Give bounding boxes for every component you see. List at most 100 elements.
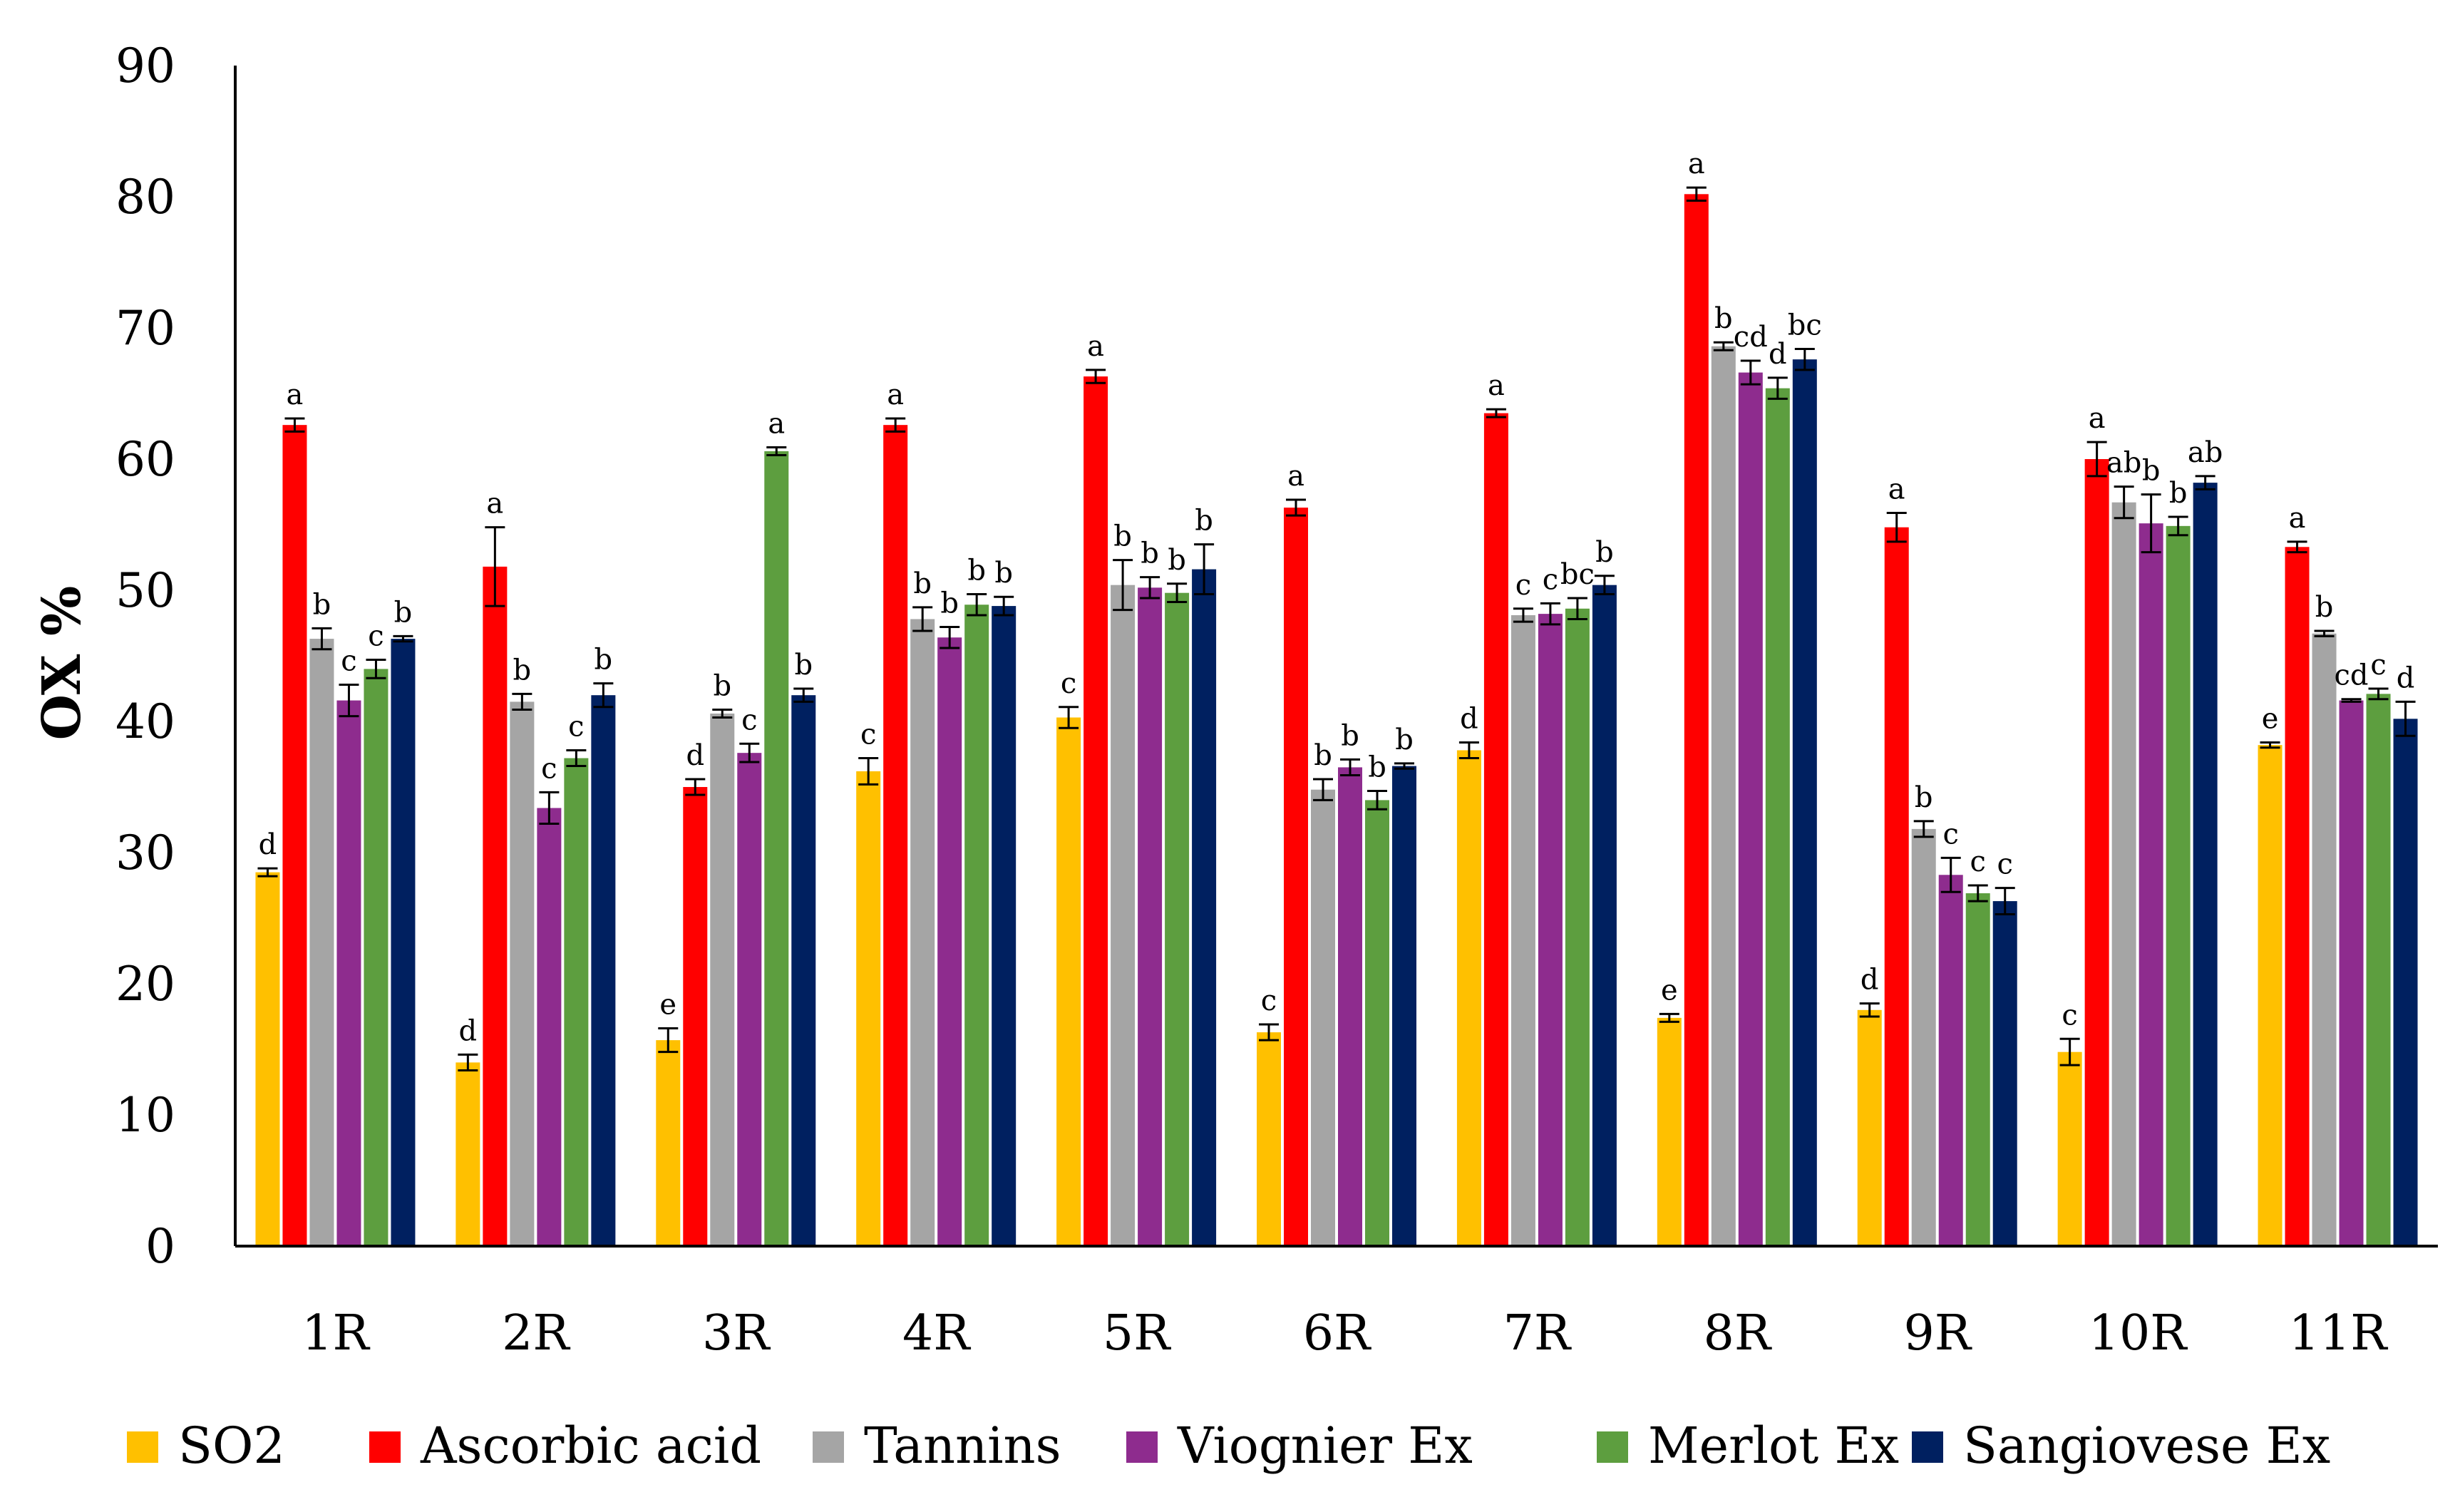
x-tick-label: 8R — [1704, 1305, 1772, 1362]
bar — [2285, 547, 2310, 1246]
x-tick-label: 2R — [502, 1305, 570, 1362]
bar — [1510, 614, 1535, 1246]
y-tick-label: 70 — [115, 301, 175, 356]
bar — [537, 808, 562, 1246]
legend-label: Merlot Ex — [1648, 1416, 1899, 1475]
significance-label: b — [913, 567, 932, 600]
significance-label: c — [368, 620, 384, 653]
bar — [2084, 459, 2109, 1246]
bar — [1711, 346, 1736, 1246]
significance-label: ab — [2106, 447, 2141, 480]
significance-label: b — [1341, 719, 1359, 752]
significance-label: b — [1195, 505, 1213, 538]
legend: SO2 Ascorbic acid Tannins Viognier Ex Merlot… — [127, 1416, 2330, 1475]
significance-label: b — [794, 649, 813, 682]
y-tick-label: 40 — [115, 694, 175, 749]
bar — [737, 753, 762, 1246]
bar — [2366, 694, 2391, 1246]
significance-label: d — [1460, 702, 1478, 735]
significance-label: e — [2262, 702, 2279, 735]
bar — [2166, 525, 2191, 1246]
bar — [1992, 901, 2017, 1246]
y-tick-label: 50 — [115, 563, 175, 618]
bar — [2057, 1051, 2082, 1246]
bar — [710, 713, 735, 1246]
bar — [2393, 719, 2418, 1246]
legend-swatch — [369, 1431, 401, 1463]
significance-label: c — [741, 704, 757, 736]
significance-label: b — [2169, 477, 2188, 510]
bar — [364, 669, 388, 1246]
x-tick-label: 9R — [1903, 1305, 1972, 1362]
bar — [336, 700, 361, 1246]
bar — [1084, 376, 1108, 1246]
legend-label: Tannins — [864, 1416, 1061, 1475]
significance-label: c — [1261, 984, 1277, 1017]
bar — [1565, 608, 1590, 1246]
bar — [456, 1062, 480, 1246]
significance-label: c — [1543, 563, 1558, 596]
bar — [1456, 750, 1481, 1246]
bar — [1765, 388, 1790, 1246]
significance-label: c — [568, 710, 584, 743]
legend-swatch — [813, 1431, 844, 1463]
bar — [2111, 502, 2136, 1246]
x-tick-label: 10R — [2089, 1305, 2188, 1362]
bar — [1284, 508, 1308, 1246]
significance-label: b — [1595, 536, 1614, 569]
bar — [992, 606, 1017, 1246]
significance-label: cd — [2335, 659, 2369, 692]
significance-label: a — [2289, 502, 2306, 535]
bar — [1483, 413, 1508, 1246]
significance-label: b — [1141, 538, 1159, 570]
y-axis-title: OX % — [31, 586, 93, 741]
bar — [937, 637, 962, 1246]
y-tick-label: 0 — [145, 1219, 175, 1274]
significance-label: d — [1769, 338, 1787, 371]
bar — [391, 639, 416, 1246]
bar — [1738, 372, 1763, 1246]
legend-swatch — [1126, 1431, 1158, 1463]
significance-label: a — [887, 379, 904, 411]
significance-label: a — [287, 379, 304, 411]
significance-label: d — [686, 739, 704, 772]
legend-swatch — [1597, 1431, 1628, 1463]
bar — [1056, 717, 1081, 1246]
x-tick-label: 4R — [902, 1305, 971, 1362]
bar — [1338, 767, 1362, 1246]
bar — [1365, 800, 1389, 1246]
bar — [2193, 483, 2218, 1246]
bar — [910, 619, 935, 1246]
significance-label: d — [459, 1014, 478, 1047]
x-axis: 1R 2R 3R 4R 5R 6R 7R 8R 9R 10R 11R — [235, 1245, 2438, 1362]
significance-label: c — [860, 719, 876, 751]
bar — [856, 771, 881, 1246]
bar — [483, 566, 508, 1246]
significance-label: b — [513, 654, 532, 686]
bar — [791, 695, 816, 1246]
y-tick-label: 80 — [115, 170, 175, 225]
significance-label: cd — [1734, 321, 1768, 354]
significance-label: ab — [2188, 436, 2223, 469]
bar — [2339, 700, 2364, 1246]
significance-label: a — [1287, 460, 1304, 493]
significance-label: b — [967, 555, 986, 587]
bar — [1392, 766, 1416, 1246]
significance-label: c — [1515, 569, 1531, 602]
bar — [2312, 633, 2337, 1246]
bar — [282, 425, 307, 1247]
bar — [564, 758, 589, 1246]
significance-label: c — [1970, 845, 1986, 878]
significance-label: b — [1395, 724, 1414, 756]
significance-label: d — [2397, 662, 2415, 694]
significance-label: b — [1915, 781, 1933, 814]
bar — [1138, 587, 1163, 1246]
significance-label: c — [1997, 848, 2013, 881]
y-tick-label: 60 — [115, 432, 175, 487]
significance-label: b — [595, 644, 613, 677]
y-tick-label: 90 — [115, 38, 175, 93]
x-tick-label: 5R — [1103, 1305, 1171, 1362]
bar — [309, 639, 334, 1246]
bar — [1311, 789, 1335, 1246]
significance-label: b — [713, 669, 731, 702]
